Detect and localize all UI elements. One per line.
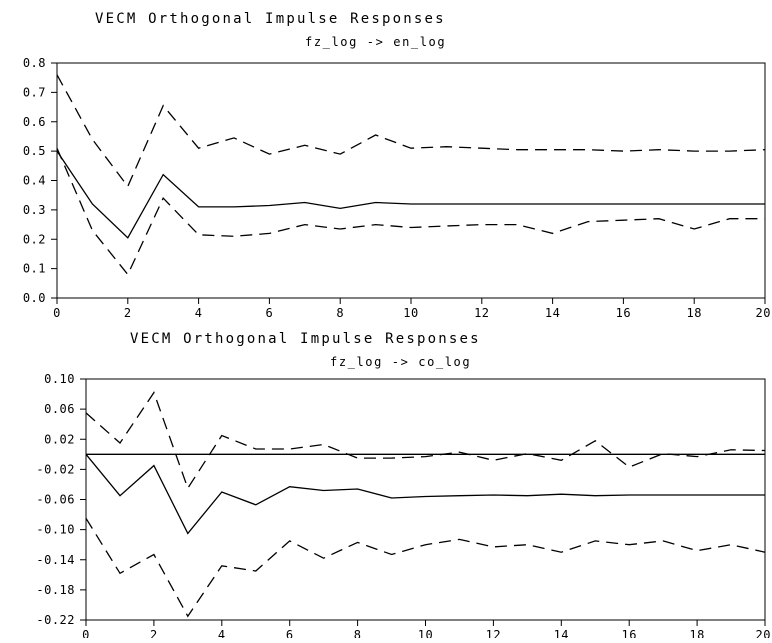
lower-confidence-band — [57, 148, 765, 274]
x-tick-label: 6 — [286, 628, 294, 638]
chart-panel-2: VECM Orthogonal Impulse Responses fz_log … — [36, 331, 771, 638]
x-tick-label: 0 — [53, 306, 61, 320]
x-tick-label: 10 — [418, 628, 433, 638]
y-tick-label: -0.06 — [36, 493, 75, 507]
y-tick-label: 0.7 — [23, 85, 46, 99]
plot-frame — [57, 63, 765, 298]
impulse-response-line — [86, 454, 765, 533]
x-tick-label: 8 — [336, 306, 344, 320]
x-tick-label: 4 — [218, 628, 226, 638]
upper-confidence-band — [86, 393, 765, 489]
impulse-response-line — [57, 151, 765, 238]
y-tick-label: 0.4 — [23, 174, 46, 188]
chart-title: VECM Orthogonal Impulse Responses — [130, 331, 481, 347]
y-tick-label: 0.02 — [44, 432, 75, 446]
upper-confidence-band — [57, 75, 765, 187]
y-tick-label: 0.06 — [44, 402, 75, 416]
y-tick-label: -0.22 — [36, 613, 75, 627]
x-tick-label: 14 — [545, 306, 560, 320]
chart-panel-1: VECM Orthogonal Impulse Responses fz_log … — [23, 11, 771, 320]
y-tick-label: 0.1 — [23, 262, 46, 276]
y-tick-label: 0.2 — [23, 232, 46, 246]
y-tick-label: 0.0 — [23, 291, 46, 305]
y-tick-label: 0.8 — [23, 56, 46, 70]
x-tick-label: 12 — [486, 628, 501, 638]
y-tick-label: -0.14 — [36, 553, 75, 567]
x-tick-label: 6 — [266, 306, 274, 320]
y-tick-label: 0.5 — [23, 144, 46, 158]
x-tick-label: 4 — [195, 306, 203, 320]
chart-subtitle: fz_log -> en_log — [305, 35, 446, 49]
y-tick-label: -0.18 — [36, 583, 75, 597]
y-tick-label: 0.6 — [23, 115, 46, 129]
x-tick-label: 14 — [554, 628, 569, 638]
x-tick-label: 16 — [616, 306, 631, 320]
y-tick-label: 0.3 — [23, 203, 46, 217]
x-tick-label: 16 — [621, 628, 636, 638]
x-tick-label: 8 — [354, 628, 362, 638]
x-tick-label: 12 — [474, 306, 489, 320]
x-tick-label: 18 — [689, 628, 704, 638]
x-tick-label: 20 — [756, 628, 771, 638]
x-tick-label: 0 — [82, 628, 90, 638]
x-tick-label: 2 — [124, 306, 132, 320]
y-tick-label: -0.02 — [36, 462, 75, 476]
x-tick-label: 2 — [150, 628, 158, 638]
x-tick-label: 10 — [403, 306, 418, 320]
chart-title: VECM Orthogonal Impulse Responses — [95, 11, 446, 27]
x-tick-label: 20 — [756, 306, 771, 320]
plot-frame — [86, 379, 765, 620]
y-tick-label: 0.10 — [44, 372, 75, 386]
y-tick-label: -0.10 — [36, 523, 75, 537]
chart-subtitle: fz_log -> co_log — [330, 355, 471, 369]
x-tick-label: 18 — [686, 306, 701, 320]
